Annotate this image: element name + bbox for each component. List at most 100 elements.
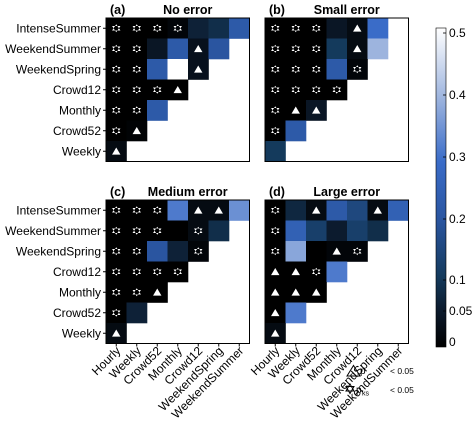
triangle-marker-icon: [271, 267, 280, 276]
heatmap-cell: [347, 200, 368, 221]
heatmap-cell: [265, 100, 286, 121]
heatmap-cell: [126, 38, 148, 60]
star-marker-icon: [271, 247, 280, 256]
colorbar-gradient: [435, 27, 447, 348]
heatmap-cell: [126, 302, 148, 324]
triangle-marker-icon: [353, 44, 362, 53]
heatmap-cell: [147, 38, 168, 60]
triangle-marker-icon: [271, 288, 280, 296]
panel-label: (d): [269, 185, 285, 199]
heatmap-cell: [326, 261, 348, 283]
star-marker-icon: [132, 206, 141, 215]
colorbar-tick-label: 0: [449, 335, 456, 349]
heatmap-cell: [285, 241, 307, 262]
heatmap-cell: [285, 220, 307, 242]
star-marker-icon: [153, 206, 162, 215]
heatmap-cell: [126, 100, 148, 121]
row-label: Crowd52: [53, 124, 101, 138]
heatmap-cell: [367, 38, 389, 60]
triangle-marker-icon: [353, 24, 362, 32]
star-marker-icon: [132, 247, 141, 256]
star-marker-icon: [312, 44, 321, 53]
row-label: WeekendSummer: [5, 224, 101, 238]
row-label: IntenseSummer: [16, 203, 101, 217]
heatmap-cell: [106, 120, 127, 142]
heatmap-cell: [347, 220, 368, 242]
heatmap-cell: [265, 18, 286, 39]
heatmap-cell: [306, 241, 327, 262]
star-marker-icon: [153, 226, 162, 235]
star-marker-icon: [271, 44, 280, 53]
star-marker-icon: [312, 85, 321, 94]
heatmap-cell: [188, 18, 209, 39]
legend-star-threshold: < 0.05: [390, 385, 414, 395]
heatmap-cell: [208, 38, 230, 60]
heatmap-cell: [306, 220, 327, 242]
colorbar-tick-label: 0.2: [449, 212, 466, 226]
panel-2: (b) Small error: [264, 3, 409, 162]
star-marker-icon: [132, 267, 141, 276]
star-marker-icon: [112, 226, 121, 235]
star-marker-icon: [291, 65, 300, 74]
heatmap-cell: [147, 200, 168, 221]
heatmap-cell: [126, 59, 148, 80]
heatmap-cell: [167, 220, 189, 242]
colorbar-tick-label: 0.4: [449, 88, 466, 102]
heatmap-cell: [306, 79, 327, 101]
heatmap-cell: [347, 59, 368, 80]
star-marker-icon: [332, 85, 341, 94]
star-marker-icon: [173, 267, 182, 276]
star-marker-icon: [112, 24, 121, 33]
star-marker-icon: [271, 65, 280, 74]
row-label: WeekendSpring: [16, 244, 101, 258]
star-marker-icon: [312, 65, 321, 74]
star-marker-icon: [291, 44, 300, 53]
heatmap-cell: [106, 200, 127, 221]
heatmap-cell: [106, 282, 127, 303]
heatmap-cell: [147, 59, 168, 80]
triangle-marker-icon: [194, 65, 203, 73]
row-label: Crowd12: [53, 83, 101, 97]
legend-star-icon: [345, 382, 355, 395]
heatmap-cell: [306, 18, 327, 39]
heatmap-cell: [326, 200, 348, 221]
star-marker-icon: [271, 206, 280, 215]
legend-star-subscript: ks: [362, 391, 370, 398]
star-marker-icon: [353, 65, 362, 74]
heatmap-cell: [285, 120, 307, 142]
triangle-marker-icon: [194, 206, 203, 214]
star-marker-icon: [153, 24, 162, 33]
star-marker-icon: [173, 24, 182, 33]
star-marker-icon: [271, 85, 280, 94]
heatmap-cell: [326, 59, 348, 80]
star-marker-icon: [132, 65, 141, 74]
heatmap-cell: [147, 241, 168, 262]
heatmap-cell: [285, 38, 307, 60]
star-marker-icon: [312, 24, 321, 33]
star-marker-icon: [112, 288, 121, 297]
marker-legend: p < 0.05 p ks < 0.05: [345, 364, 414, 398]
heatmap-cell: [188, 220, 209, 242]
heatmap-cell: [147, 18, 168, 39]
triangle-marker-icon: [332, 247, 341, 255]
triangle-marker-icon: [373, 206, 382, 214]
heatmap-cell: [326, 38, 348, 60]
colorbar-tick-label: 0.3: [449, 150, 466, 164]
star-marker-icon: [112, 44, 121, 53]
row-label: Crowd12: [53, 265, 101, 279]
heatmap-cell: [147, 79, 168, 101]
heatmap-cell: [126, 282, 148, 303]
star-marker-icon: [271, 106, 280, 115]
heatmap-cell: [126, 220, 148, 242]
colorbar: 0.5 0.4 0.3 0.2 0.1 0.05 0: [435, 26, 473, 349]
star-marker-icon: [112, 65, 121, 74]
star-marker-icon: [271, 126, 280, 135]
heatmap-cell: [265, 120, 286, 142]
row-label: Crowd52: [53, 306, 101, 320]
heatmap-cell: [167, 200, 189, 221]
heatmap-cell: [265, 220, 286, 242]
star-marker-icon: [353, 247, 362, 256]
panel-title: No error: [163, 3, 212, 17]
star-marker-icon: [112, 85, 121, 94]
